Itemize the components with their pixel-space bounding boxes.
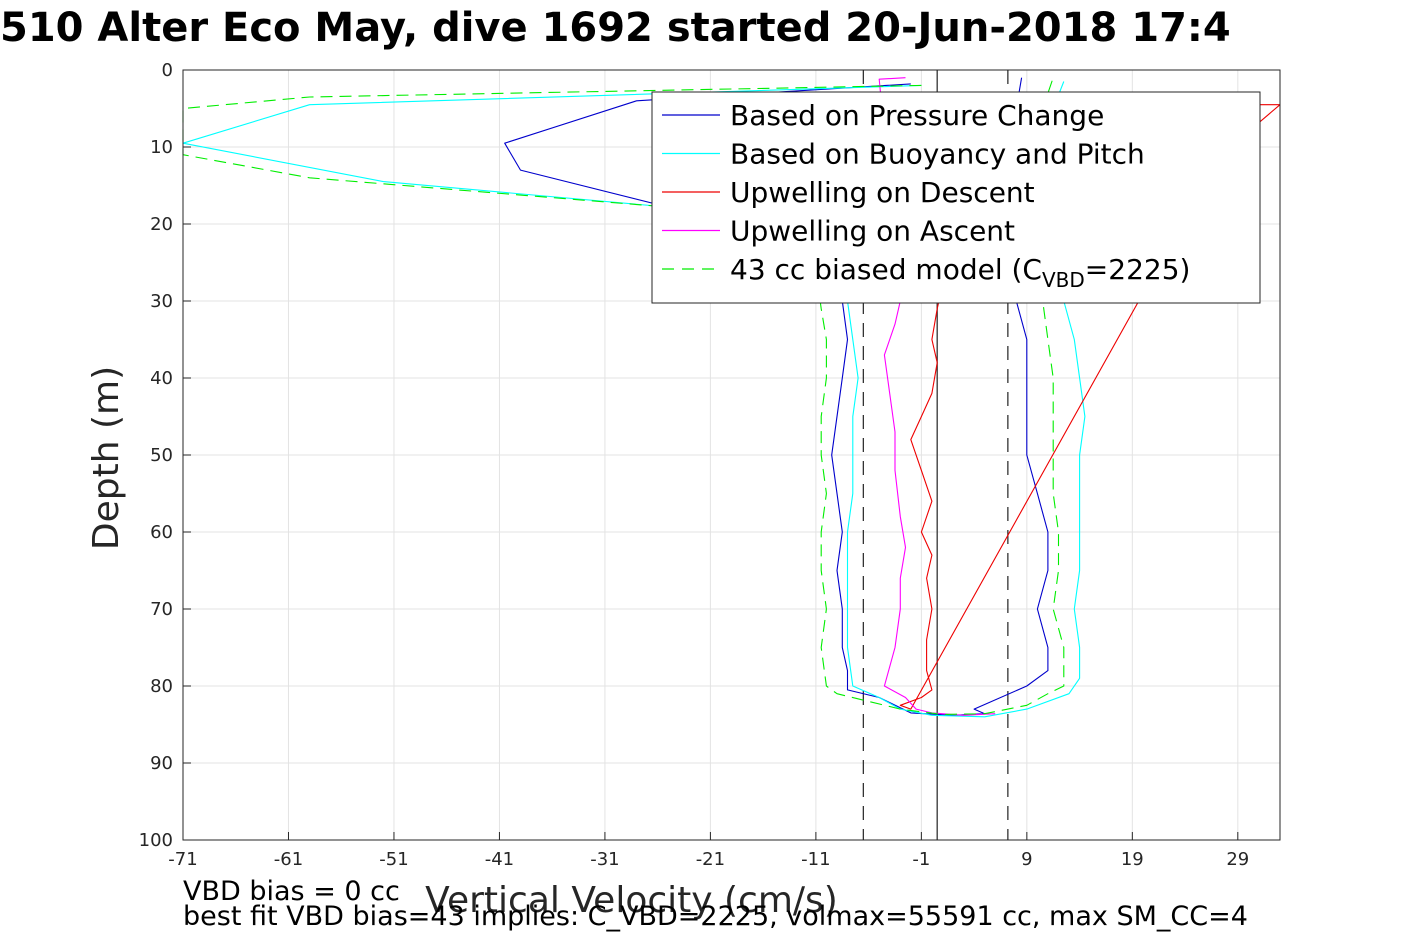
x-tick-label: 19 [1121, 849, 1144, 870]
y-tick-label: 70 [150, 599, 173, 620]
y-tick-label: 20 [150, 214, 173, 235]
y-tick-label: 0 [162, 60, 173, 81]
legend-label: Upwelling on Descent [730, 176, 1035, 209]
y-axis-label: Depth (m) [86, 366, 127, 550]
series-line-4 [878, 77, 996, 716]
x-tick-label: 9 [1021, 849, 1032, 870]
x-tick-label: -51 [379, 849, 408, 870]
y-tick-label: 40 [150, 368, 173, 389]
vbd-bias-note: VBD bias = 0 cc [183, 876, 400, 907]
best-fit-note: best fit VBD bias=43 implies: C_VBD=2225… [183, 901, 1248, 932]
legend-label: Based on Buoyancy and Pitch [730, 138, 1145, 171]
y-tick-label: 80 [150, 676, 173, 697]
x-tick-label: -41 [485, 849, 514, 870]
y-tick-label: 100 [139, 830, 173, 851]
y-axis-ticks: 0 10 20 30 40 50 60 70 80 90 100 [139, 60, 191, 851]
y-tick-label: 10 [150, 137, 173, 158]
y-tick-label: 60 [150, 522, 173, 543]
y-tick-label: 90 [150, 753, 173, 774]
y-tick-label: 30 [150, 291, 173, 312]
x-tick-label: 29 [1226, 849, 1249, 870]
x-tick-label: -71 [168, 849, 197, 870]
legend-label: 43 cc biased model (CVBD=2225) [730, 253, 1190, 292]
x-tick-label: -11 [801, 849, 830, 870]
x-axis-label: Vertical Velocity (cm/s) [425, 880, 838, 921]
x-tick-label: -21 [696, 849, 725, 870]
x-axis-ticks: -71 -61 -51 -41 -31 -21 -11 -1 9 19 29 [168, 832, 1249, 870]
y-tick-label: 50 [150, 445, 173, 466]
legend: Based on Pressure Change Based on Buoyanc… [651, 91, 1261, 304]
legend-label: Upwelling on Ascent [730, 215, 1015, 248]
x-tick-label: -1 [912, 849, 930, 870]
series-line-3 [899, 104, 1281, 710]
x-tick-label: -31 [590, 849, 619, 870]
x-tick-label: -61 [274, 849, 303, 870]
chart-title: 510 Alter Eco May, dive 1692 started 20-… [0, 5, 1231, 51]
legend-label: Based on Pressure Change [730, 99, 1104, 132]
legend-box [651, 91, 1261, 304]
